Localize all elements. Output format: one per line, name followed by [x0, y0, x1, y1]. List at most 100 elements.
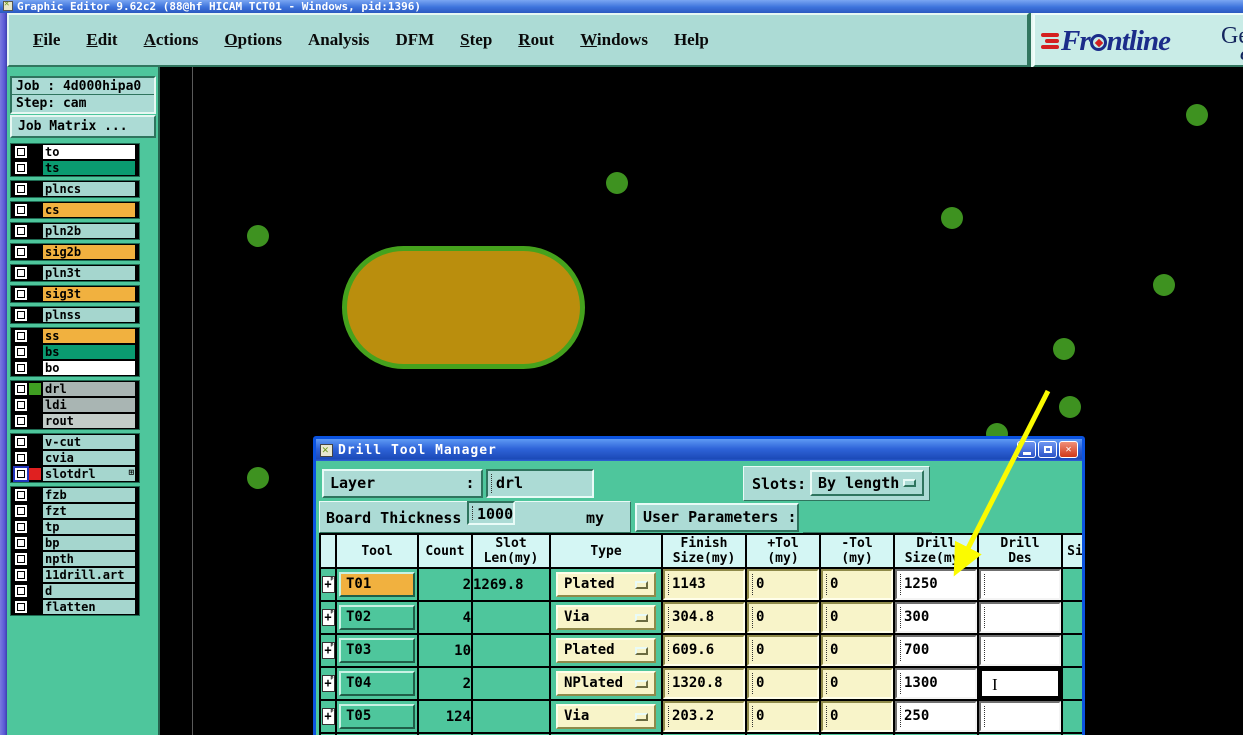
layer-row-plncs[interactable]: plncs: [11, 181, 139, 197]
slots-dropdown[interactable]: By length: [810, 470, 924, 496]
minus-tol-input[interactable]: 0: [822, 570, 892, 599]
slot-pad-shape[interactable]: [342, 246, 585, 369]
layer-button[interactable]: Layer :: [322, 469, 483, 498]
layer-checkbox[interactable]: [15, 246, 27, 258]
tool-cell[interactable]: T05: [335, 699, 419, 734]
layer-row-d[interactable]: d: [11, 583, 139, 599]
layer-row-pln2b[interactable]: pln2b: [11, 223, 139, 239]
layer-row-cvia[interactable]: cvia: [11, 450, 139, 466]
expand-plus-icon[interactable]: +: [322, 671, 334, 692]
drill-pad-dot[interactable]: [606, 172, 628, 194]
layer-name[interactable]: ss: [43, 328, 135, 343]
expand-cell[interactable]: +: [319, 600, 337, 635]
tool-button[interactable]: T03: [339, 638, 415, 663]
layer-checkbox[interactable]: [15, 183, 27, 195]
menu-help[interactable]: Help: [673, 30, 709, 49]
main-titlebar[interactable]: Graphic Editor 9.62c2 (88@hf HICAM TCT01…: [0, 0, 1243, 13]
drill-size-input[interactable]: 700: [896, 636, 976, 665]
layer-row-11drill[interactable]: 11drill.art: [11, 567, 139, 583]
type-dropdown[interactable]: Plated: [556, 572, 656, 597]
layer-row-npth[interactable]: npth: [11, 551, 139, 567]
minimize-button[interactable]: [1017, 441, 1036, 458]
drill-des-input[interactable]: [980, 636, 1060, 665]
drill-pad-dot[interactable]: [941, 207, 963, 229]
drill-des-input[interactable]: [980, 603, 1060, 632]
layer-row-plnss[interactable]: plnss: [11, 307, 139, 323]
drill-des-input-focused[interactable]: I: [980, 669, 1060, 698]
layer-row-bs[interactable]: bs: [11, 344, 139, 360]
layer-checkbox[interactable]: [15, 504, 27, 517]
layer-name[interactable]: npth: [43, 551, 135, 566]
drill-pad-dot[interactable]: [1186, 104, 1208, 126]
menu-file[interactable]: File: [33, 30, 61, 49]
layer-checkbox[interactable]: [15, 309, 27, 321]
layer-checkbox[interactable]: [15, 520, 27, 533]
layer-name[interactable]: d: [43, 583, 135, 598]
layer-checkbox[interactable]: [15, 145, 27, 158]
layer-name[interactable]: plnss: [43, 308, 135, 322]
layer-row-fzb[interactable]: fzb: [11, 487, 139, 503]
drill-size-input[interactable]: 1300: [896, 669, 976, 698]
finish-size-input[interactable]: 304.8: [664, 603, 744, 632]
tool-cell[interactable]: T04: [335, 666, 419, 701]
layer-name[interactable]: 11drill.art: [43, 567, 135, 582]
layer-checkbox[interactable]: [15, 584, 27, 597]
layer-checkbox[interactable]: [15, 536, 27, 549]
expand-cell[interactable]: +: [319, 666, 337, 701]
layer-name[interactable]: plncs: [43, 182, 135, 196]
layer-name[interactable]: v-cut: [43, 434, 135, 449]
expand-plus-icon[interactable]: +: [322, 704, 334, 725]
layer-row-ss[interactable]: ss: [11, 328, 139, 344]
plus-tol-input[interactable]: 0: [748, 702, 818, 731]
layer-checkbox[interactable]: [15, 488, 27, 501]
layer-row-fzt[interactable]: fzt: [11, 503, 139, 519]
menu-actions[interactable]: Actions: [143, 30, 199, 49]
expand-plus-icon[interactable]: +: [322, 605, 334, 626]
layer-row-slotdrl[interactable]: slotdrl ⊞: [11, 466, 139, 482]
layer-row-pln3t[interactable]: pln3t: [11, 265, 139, 281]
layer-row-tp[interactable]: tp: [11, 519, 139, 535]
type-dropdown[interactable]: Via: [556, 605, 656, 630]
minus-tol-input[interactable]: 0: [822, 603, 892, 632]
plus-tol-input[interactable]: 0: [748, 669, 818, 698]
menu-analysis[interactable]: Analysis: [308, 30, 370, 49]
tool-button[interactable]: T05: [339, 704, 415, 729]
finish-size-input[interactable]: 1143: [664, 570, 744, 599]
layer-row-sig2b[interactable]: sig2b: [11, 244, 139, 260]
tool-button[interactable]: T02: [339, 605, 415, 630]
minus-tol-input[interactable]: 0: [822, 669, 892, 698]
expand-plus-icon[interactable]: +: [322, 572, 334, 593]
layer-checkbox[interactable]: [15, 415, 27, 427]
layer-checkbox[interactable]: [15, 601, 27, 613]
layer-row-rout[interactable]: rout: [11, 413, 139, 429]
layer-name[interactable]: sig2b: [43, 245, 135, 259]
layer-name[interactable]: ts: [43, 161, 135, 175]
layer-name[interactable]: cs: [43, 203, 135, 217]
type-dropdown[interactable]: NPlated: [556, 671, 656, 696]
layer-row-bp[interactable]: bp: [11, 535, 139, 551]
plus-tol-input[interactable]: 0: [748, 570, 818, 599]
drill-pad-dot[interactable]: [1059, 396, 1081, 418]
tool-button[interactable]: T04: [339, 671, 415, 696]
layer-checkbox-selected[interactable]: [15, 468, 27, 480]
layer-row-bo[interactable]: bo: [11, 360, 139, 376]
layer-checkbox[interactable]: [15, 552, 27, 565]
expand-cell[interactable]: +: [319, 567, 337, 602]
layer-name[interactable]: fzt: [43, 503, 135, 518]
layer-name[interactable]: pln3t: [43, 266, 135, 280]
drill-pad-dot[interactable]: [1053, 338, 1075, 360]
layer-checkbox[interactable]: [15, 451, 27, 464]
restore-button[interactable]: [1038, 441, 1057, 458]
menu-rout[interactable]: Rout: [518, 30, 555, 49]
menu-dfm[interactable]: DFM: [395, 30, 435, 49]
layer-checkbox[interactable]: [15, 568, 27, 581]
drill-size-input[interactable]: 300: [896, 603, 976, 632]
drill-size-input[interactable]: 250: [896, 702, 976, 731]
layer-row-flatten[interactable]: flatten: [11, 599, 139, 615]
drill-des-input[interactable]: [980, 570, 1060, 599]
menu-step[interactable]: Step: [460, 30, 493, 49]
layer-checkbox[interactable]: [15, 362, 27, 374]
layer-checkbox[interactable]: [15, 398, 27, 411]
layer-name[interactable]: ldi: [43, 397, 135, 412]
layer-name[interactable]: bo: [43, 361, 135, 375]
